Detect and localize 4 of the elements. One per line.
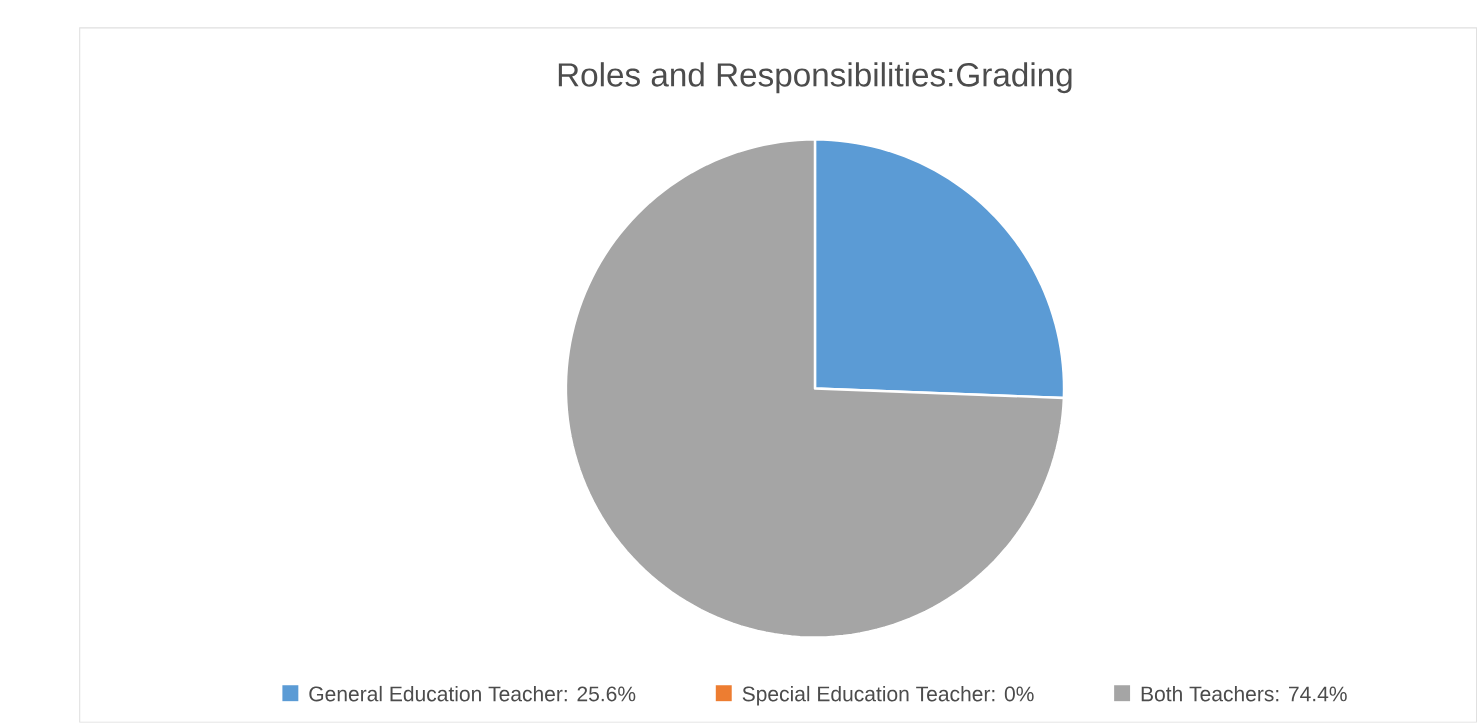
chart-title: Roles and Responsibilities:Grading <box>558 62 1072 94</box>
legend-label: Both Teachers: 74.4% <box>1141 686 1347 702</box>
legend-label: General Education Teacher: 25.6% <box>309 686 636 702</box>
legend-label: Special Education Teacher: 0% <box>742 686 1034 706</box>
